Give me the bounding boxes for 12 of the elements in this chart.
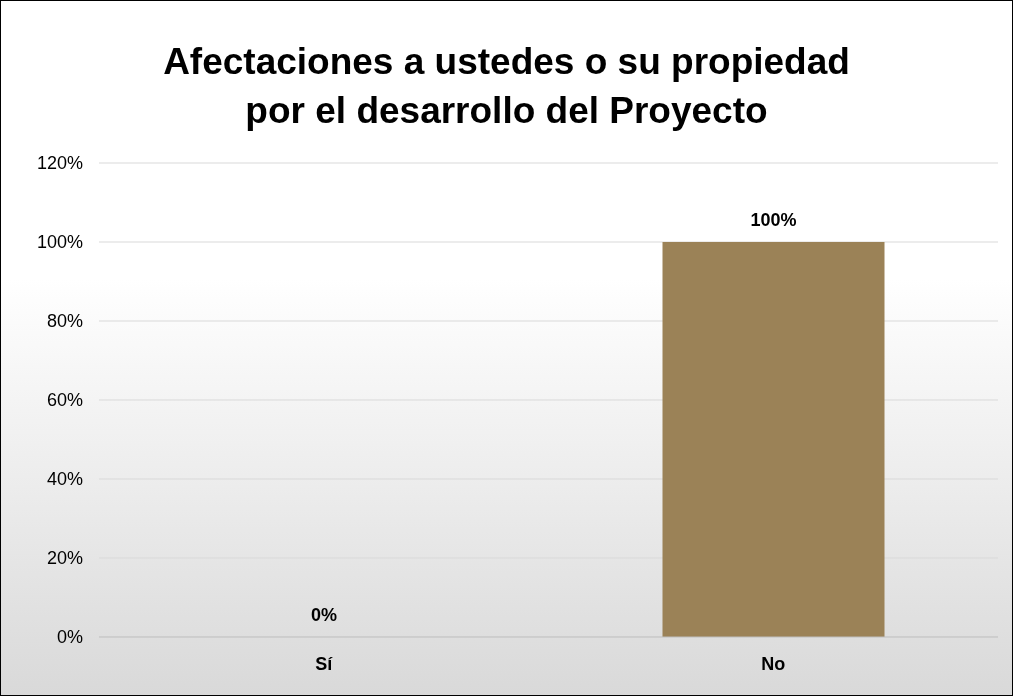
x-tick-label: No	[761, 653, 786, 674]
y-tick-label: 80%	[46, 311, 83, 332]
y-tick-label: 120%	[36, 153, 83, 174]
y-tick-label: 60%	[46, 390, 83, 411]
data-label: 100%	[750, 210, 797, 230]
y-tick-label: 40%	[46, 469, 83, 490]
y-tick-label: 100%	[36, 232, 83, 253]
data-label: 0%	[310, 605, 338, 625]
x-tick-label: Sí	[315, 653, 334, 674]
chart-title: Afectaciones a ustedes o su propiedad por el desarrollo del Proyecto	[162, 40, 851, 133]
y-tick-label: 0%	[56, 627, 83, 648]
y-tick-label: 20%	[46, 548, 83, 569]
